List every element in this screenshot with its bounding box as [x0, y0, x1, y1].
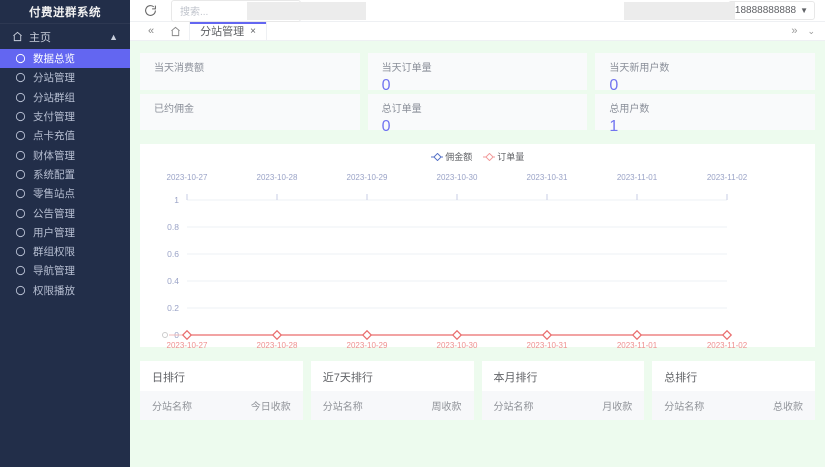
svg-text:2023-10-27: 2023-10-27	[167, 341, 208, 350]
svg-text:2023-10-27: 2023-10-27	[167, 173, 208, 182]
svg-text:1: 1	[174, 195, 179, 205]
svg-text:2023-10-28: 2023-10-28	[257, 341, 298, 350]
svg-text:2023-11-01: 2023-11-01	[617, 341, 658, 350]
svg-text:2023-10-30: 2023-10-30	[437, 341, 478, 350]
svg-text:0.8: 0.8	[167, 222, 179, 232]
svg-text:2023-11-02: 2023-11-02	[707, 341, 748, 350]
svg-text:0.2: 0.2	[167, 303, 179, 313]
svg-text:2023-10-28: 2023-10-28	[257, 173, 298, 182]
svg-text:2023-10-31: 2023-10-31	[527, 173, 568, 182]
svg-text:2023-10-29: 2023-10-29	[347, 173, 388, 182]
svg-text:2023-11-01: 2023-11-01	[617, 173, 658, 182]
svg-text:2023-11-02: 2023-11-02	[707, 173, 748, 182]
svg-text:0.4: 0.4	[167, 276, 179, 286]
svg-text:0.6: 0.6	[167, 249, 179, 259]
svg-text:2023-10-30: 2023-10-30	[437, 173, 478, 182]
svg-text:2023-10-29: 2023-10-29	[347, 341, 388, 350]
svg-text:2023-10-31: 2023-10-31	[527, 341, 568, 350]
